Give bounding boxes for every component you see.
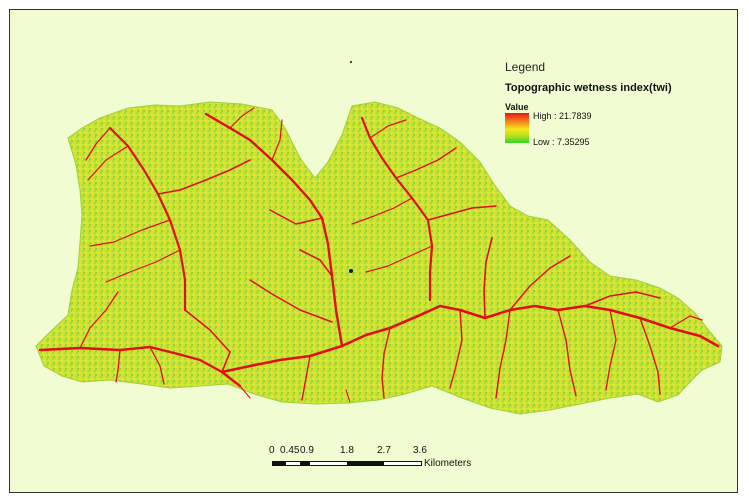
outlet-point-marker: [349, 269, 353, 273]
scale-tick-label: 1.8: [340, 445, 354, 456]
stream-network: [38, 107, 720, 403]
legend-high-label: High : 21.7839: [533, 111, 592, 121]
legend-low-label: Low : 7.35295: [533, 137, 590, 147]
scale-tick-label: 0.45: [280, 445, 300, 456]
scale-bar: 0 0.45 0.9 1.8 2.7 3.6 Kilometers: [260, 445, 490, 475]
legend-title: Legend: [505, 60, 546, 74]
scale-tick-label: 2.7: [377, 445, 391, 456]
scale-bar-graphic: [272, 461, 422, 466]
legend-color-ramp: [505, 113, 529, 143]
scale-bar-units: Kilometers: [424, 458, 472, 469]
legend-layer-name: Topographic wetness index(twi): [505, 82, 672, 94]
legend-field-name: Value: [505, 102, 529, 112]
scale-tick-label: 0: [269, 445, 275, 456]
watershed-raster: [35, 101, 723, 415]
map-canvas: [35, 61, 723, 415]
scale-tick-label: 3.6: [413, 445, 427, 456]
map-layout-frame: Legend Topographic wetness index(twi) Va…: [9, 9, 738, 493]
stray-point-marker: [350, 61, 352, 63]
scale-tick-label: 0.9: [300, 445, 314, 456]
